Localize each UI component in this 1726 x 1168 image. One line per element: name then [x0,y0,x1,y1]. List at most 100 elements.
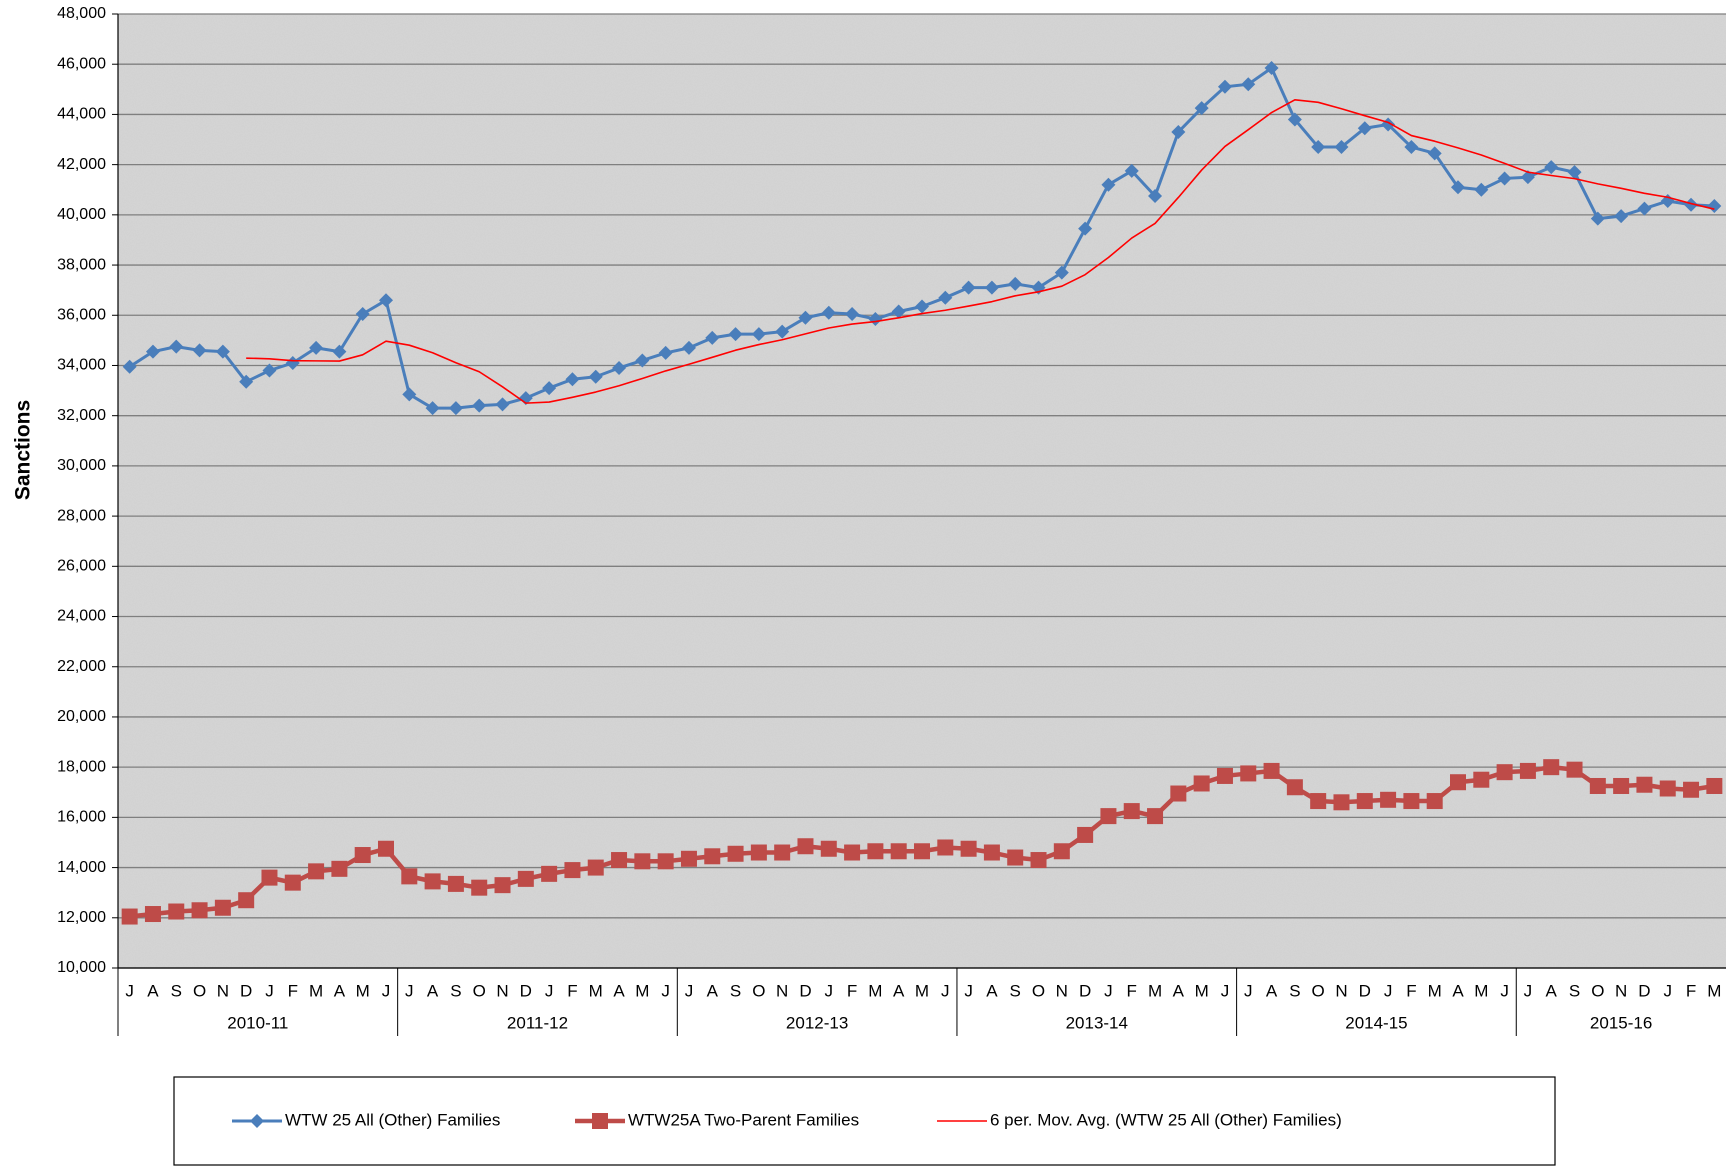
x-tick-label: F [1686,981,1696,1000]
point [1310,793,1327,810]
y-axis-label: Sanctions [12,400,35,500]
point [471,879,488,896]
point [681,340,696,355]
point [1426,793,1443,810]
x-tick-label: A [1546,981,1558,1000]
x-tick-label: S [171,981,182,1000]
point [845,307,860,322]
point [1474,182,1489,197]
point [238,892,255,909]
point [145,344,160,359]
point [1123,803,1140,820]
point [214,899,231,916]
point [1194,101,1209,116]
x-tick-label: N [776,981,788,1000]
point [890,843,907,860]
x-tick-label: N [1615,981,1627,1000]
x-tick-label: O [1591,981,1604,1000]
point [798,310,813,325]
point [1589,777,1606,794]
x-tick-label: J [1244,981,1253,1000]
x-group-label: 2010-11 [227,1013,288,1032]
point [402,387,417,402]
x-group-label: 2014-15 [1345,1013,1407,1032]
point [611,852,628,869]
point [1356,793,1373,810]
point [983,844,1000,861]
point [634,853,651,870]
point [215,344,230,359]
point [1451,180,1465,195]
x-tick-label: J [1104,981,1113,1000]
x-tick-label: O [193,981,206,1000]
x-tick-label: A [1452,981,1464,1000]
point [1567,165,1582,180]
x-tick-label: S [1289,981,1300,1000]
x-tick-label: A [707,981,719,1000]
x-tick-label: M [1707,981,1721,1000]
point [751,327,766,342]
point [1707,199,1722,214]
x-tick-label: D [1359,981,1371,1000]
point [448,401,463,416]
point [1497,171,1512,186]
point [1007,849,1024,866]
point [960,840,977,857]
point [1008,276,1023,291]
legend-label: WTW25A Two-Parent Families [628,1110,859,1129]
y-tick-label: 30,000 [57,457,106,474]
point [309,340,324,355]
point [1217,79,1232,94]
x-tick-label: J [1663,981,1672,1000]
point [680,850,697,867]
point [961,280,976,295]
x-tick-label: F [1406,981,1416,1000]
point [332,344,347,359]
x-tick-label: A [1173,981,1185,1000]
point [1473,771,1490,788]
y-tick-label: 46,000 [57,55,106,72]
x-tick-label: S [730,981,741,1000]
point [1216,767,1233,784]
x-tick-label: F [567,981,577,1000]
point [914,843,930,860]
point [1519,762,1536,779]
x-tick-label: A [613,981,625,1000]
x-tick-label: A [893,981,905,1000]
point [354,847,371,864]
point [984,280,999,295]
x-tick-label: F [1127,981,1137,1000]
point [938,290,953,305]
point [867,843,884,860]
x-tick-label: S [1010,981,1021,1000]
point [1334,140,1349,155]
point [1380,791,1397,808]
x-tick-label: J [125,981,134,1000]
point [1053,843,1070,860]
point [1077,826,1094,843]
point [612,360,627,375]
x-tick-label: A [147,981,159,1000]
x-tick-label: J [1500,981,1509,1000]
x-tick-label: J [685,981,694,1000]
y-tick-label: 16,000 [57,809,106,826]
point [542,381,557,396]
point [285,355,300,370]
x-tick-label: F [288,981,298,1000]
point [472,398,487,413]
point [1637,201,1652,216]
point [1427,146,1442,161]
point [122,359,137,374]
series-line [246,98,1715,404]
x-tick-label: F [847,981,857,1000]
x-tick-label: M [868,981,882,1000]
point [891,304,906,319]
x-tick-label: M [1195,981,1209,1000]
point [1054,265,1069,280]
point [588,369,603,384]
x-tick-label: J [1524,981,1533,1000]
point [657,853,674,870]
point [1263,762,1280,779]
legend-label: 6 per. Mov. Avg. (WTW 25 All (Other) Fam… [990,1110,1342,1129]
